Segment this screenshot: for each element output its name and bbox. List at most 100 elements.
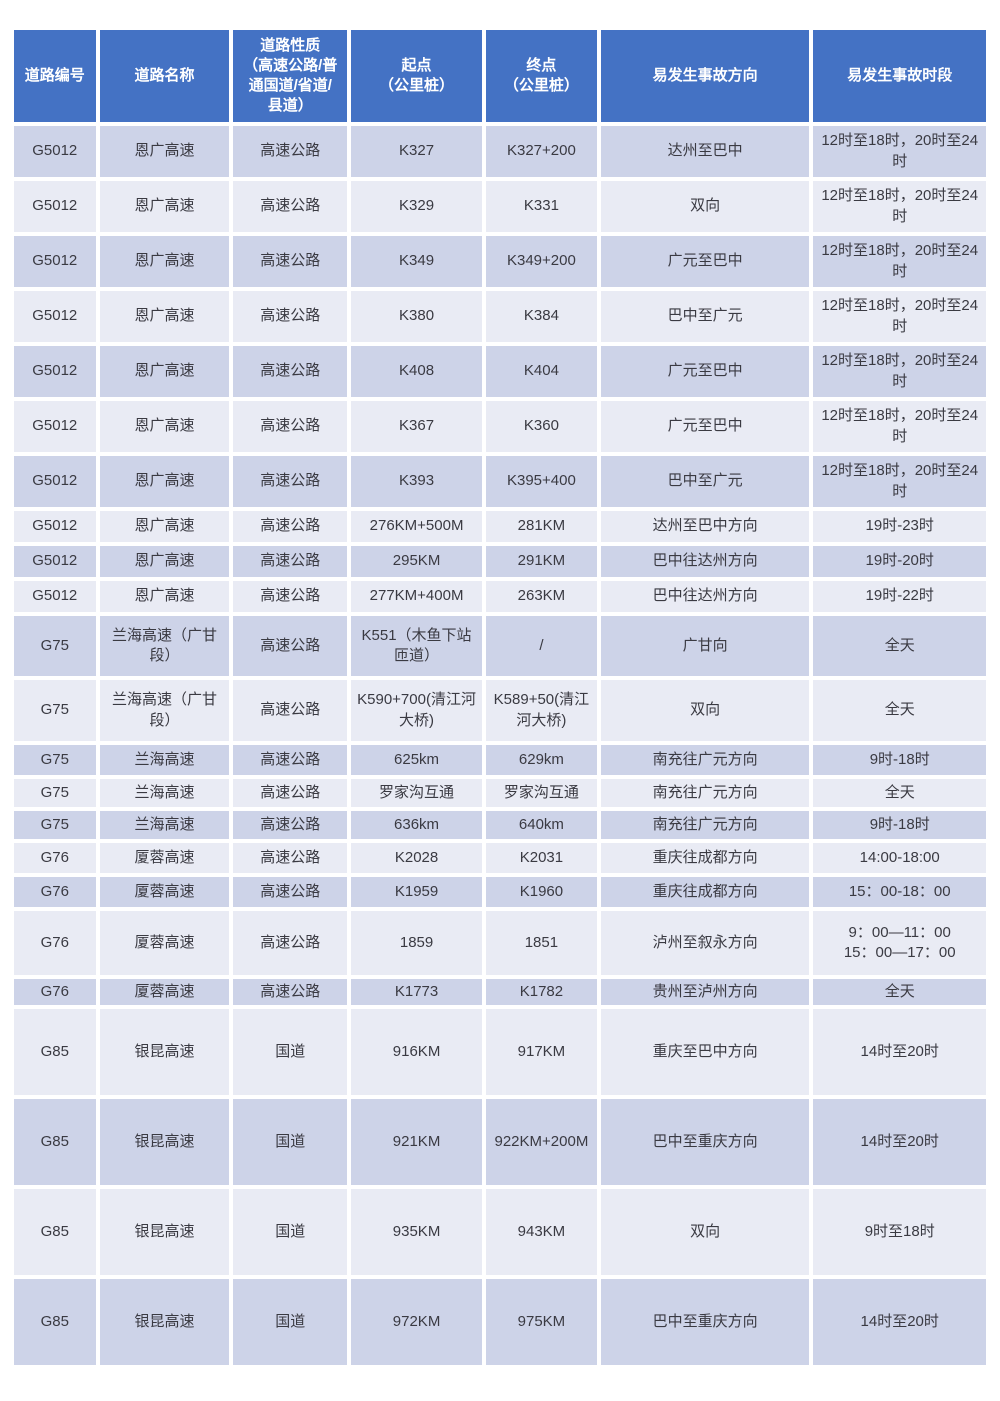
table-row: G85 银昆高速 国道 916KM 917KM 重庆至巴中方向 14时至20时 bbox=[14, 1009, 986, 1095]
table-cell: 高速公路 bbox=[233, 877, 348, 907]
table-cell: 高速公路 bbox=[233, 346, 348, 397]
table-cell: 恩广高速 bbox=[99, 581, 230, 612]
table-cell: 高速公路 bbox=[233, 546, 348, 577]
table-cell: 高速公路 bbox=[233, 745, 348, 775]
table-cell: K331 bbox=[485, 181, 597, 232]
table-cell: G75 bbox=[14, 680, 96, 741]
table-row: G85 银昆高速 国道 935KM 943KM 双向 9时至18时 bbox=[14, 1189, 986, 1275]
table-cell: G76 bbox=[14, 843, 96, 873]
table-cell: 14时至20时 bbox=[813, 1099, 986, 1185]
road-accident-table: 道路编号 道路名称 道路性质 （高速公路/普 通国道/省道/ 县道） 起点 （公里桩）… bbox=[10, 26, 990, 1369]
table-cell: 兰海高速（广甘段） bbox=[99, 680, 230, 741]
column-header: 终点 （公里桩） bbox=[485, 30, 597, 122]
table-cell: 全天 bbox=[813, 680, 986, 741]
table-cell: 巴中至重庆方向 bbox=[600, 1279, 810, 1365]
table-cell: 高速公路 bbox=[233, 181, 348, 232]
table-cell: 巴中往达州方向 bbox=[600, 581, 810, 612]
table-cell: 广元至巴中 bbox=[600, 401, 810, 452]
table-cell: 14时至20时 bbox=[813, 1279, 986, 1365]
table-row: G76 厦蓉高速 高速公路 K2028 K2031 重庆往成都方向 14:00-18:00 bbox=[14, 843, 986, 873]
table-cell: 12时至18时，20时至24时 bbox=[813, 346, 986, 397]
table-cell: 银昆高速 bbox=[99, 1099, 230, 1185]
table-row: G85 银昆高速 国道 972KM 975KM 巴中至重庆方向 14时至20时 bbox=[14, 1279, 986, 1365]
table-cell: 南充往广元方向 bbox=[600, 745, 810, 775]
table-cell: 281KM bbox=[485, 511, 597, 542]
table-cell: G5012 bbox=[14, 511, 96, 542]
table-cell: 12时至18时，20时至24时 bbox=[813, 126, 986, 177]
table-cell: 重庆往成都方向 bbox=[600, 843, 810, 873]
table-cell: G5012 bbox=[14, 291, 96, 342]
table-cell: 巴中至广元 bbox=[600, 291, 810, 342]
table-cell: 高速公路 bbox=[233, 126, 348, 177]
table-cell: 贵州至泸州方向 bbox=[600, 979, 810, 1005]
table-cell: 双向 bbox=[600, 1189, 810, 1275]
column-header: 道路名称 bbox=[99, 30, 230, 122]
table-cell: 922KM+200M bbox=[485, 1099, 597, 1185]
table-cell: 兰海高速 bbox=[99, 779, 230, 807]
table-cell: 277KM+400M bbox=[351, 581, 482, 612]
table-cell: 恩广高速 bbox=[99, 546, 230, 577]
table-cell: 全天 bbox=[813, 616, 986, 676]
table-cell: 达州至巴中 bbox=[600, 126, 810, 177]
table-cell: 罗家沟互通 bbox=[351, 779, 482, 807]
road-accident-table-wrap: 道路编号 道路名称 道路性质 （高速公路/普 通国道/省道/ 县道） 起点 （公里桩）… bbox=[10, 26, 990, 1369]
table-cell: G85 bbox=[14, 1009, 96, 1095]
table-cell: 9时-18时 bbox=[813, 745, 986, 775]
table-cell: 921KM bbox=[351, 1099, 482, 1185]
table-cell: 重庆往成都方向 bbox=[600, 877, 810, 907]
table-cell: K404 bbox=[485, 346, 597, 397]
table-cell: 12时至18时，20时至24时 bbox=[813, 236, 986, 287]
table-cell: 达州至巴中方向 bbox=[600, 511, 810, 542]
table-cell: 重庆至巴中方向 bbox=[600, 1009, 810, 1095]
table-cell: K589+50(清江河大桥) bbox=[485, 680, 597, 741]
table-cell: 恩广高速 bbox=[99, 346, 230, 397]
table-cell: 国道 bbox=[233, 1099, 348, 1185]
table-row: G76 厦蓉高速 高速公路 K1773 K1782 贵州至泸州方向 全天 bbox=[14, 979, 986, 1005]
table-cell: 高速公路 bbox=[233, 291, 348, 342]
table-row: G75 兰海高速 高速公路 636km 640km 南充往广元方向 9时-18时 bbox=[14, 811, 986, 839]
table-cell: K384 bbox=[485, 291, 597, 342]
table-row: G75 兰海高速（广甘段） 高速公路 K551（木鱼下站匝道） / 广甘向 全天 bbox=[14, 616, 986, 676]
table-cell: 15：00-18：00 bbox=[813, 877, 986, 907]
table-cell: 19时-23时 bbox=[813, 511, 986, 542]
table-cell: K360 bbox=[485, 401, 597, 452]
header-row: 道路编号 道路名称 道路性质 （高速公路/普 通国道/省道/ 县道） 起点 （公里桩）… bbox=[14, 30, 986, 122]
table-cell: G76 bbox=[14, 877, 96, 907]
table-cell: 263KM bbox=[485, 581, 597, 612]
table-cell: G5012 bbox=[14, 401, 96, 452]
table-cell: 恩广高速 bbox=[99, 236, 230, 287]
table-row: G5012 恩广高速 高速公路 276KM+500M 281KM 达州至巴中方向 19时-2… bbox=[14, 511, 986, 542]
table-cell: 1859 bbox=[351, 911, 482, 975]
table-cell: 972KM bbox=[351, 1279, 482, 1365]
table-cell: 兰海高速 bbox=[99, 811, 230, 839]
column-header: 易发生事故方向 bbox=[600, 30, 810, 122]
table-cell: 19时-20时 bbox=[813, 546, 986, 577]
table-cell: G5012 bbox=[14, 456, 96, 507]
table-row: G75 兰海高速 高速公路 罗家沟互通 罗家沟互通 南充往广元方向 全天 bbox=[14, 779, 986, 807]
table-row: G5012 恩广高速 高速公路 K367 K360 广元至巴中 12时至18时，20时至24… bbox=[14, 401, 986, 452]
table-cell: 295KM bbox=[351, 546, 482, 577]
table-cell: 罗家沟互通 bbox=[485, 779, 597, 807]
table-cell: 625km bbox=[351, 745, 482, 775]
table-cell: K327+200 bbox=[485, 126, 597, 177]
table-cell: 276KM+500M bbox=[351, 511, 482, 542]
table-cell: 恩广高速 bbox=[99, 291, 230, 342]
table-cell: 12时至18时，20时至24时 bbox=[813, 291, 986, 342]
table-cell: G75 bbox=[14, 779, 96, 807]
table-cell: 高速公路 bbox=[233, 581, 348, 612]
table-cell: 9：00—11：00 15：00—17：00 bbox=[813, 911, 986, 975]
table-cell: 广元至巴中 bbox=[600, 236, 810, 287]
table-cell: G75 bbox=[14, 616, 96, 676]
table-cell: 广甘向 bbox=[600, 616, 810, 676]
table-cell: G5012 bbox=[14, 581, 96, 612]
table-cell: 9时至18时 bbox=[813, 1189, 986, 1275]
table-cell: 恩广高速 bbox=[99, 456, 230, 507]
table-row: G75 兰海高速 高速公路 625km 629km 南充往广元方向 9时-18时 bbox=[14, 745, 986, 775]
table-cell: 泸州至叙永方向 bbox=[600, 911, 810, 975]
table-row: G5012 恩广高速 高速公路 K380 K384 巴中至广元 12时至18时，20时至24… bbox=[14, 291, 986, 342]
table-cell: K349+200 bbox=[485, 236, 597, 287]
table-cell: 恩广高速 bbox=[99, 126, 230, 177]
table-row: G76 厦蓉高速 高速公路 1859 1851 泸州至叙永方向 9：00—11：00 15：… bbox=[14, 911, 986, 975]
table-cell: 全天 bbox=[813, 779, 986, 807]
column-header: 易发生事故时段 bbox=[813, 30, 986, 122]
